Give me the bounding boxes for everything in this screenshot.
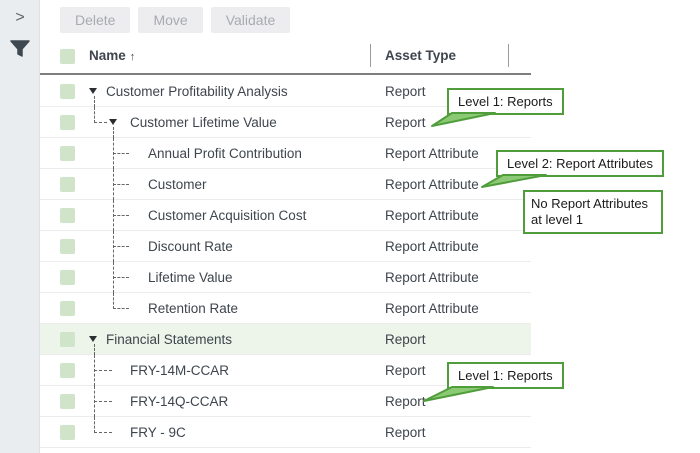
tree-line <box>113 246 129 247</box>
row-asset-type: Report Attribute <box>385 208 479 223</box>
collapse-caret-icon[interactable] <box>89 336 97 342</box>
column-resize-divider[interactable] <box>370 44 371 67</box>
row-checkbox[interactable] <box>60 270 75 285</box>
tree-line <box>94 370 112 371</box>
row-asset-type: Report Attribute <box>385 146 479 161</box>
callout-text: Level 1: Reports <box>458 368 553 383</box>
row-asset-type: Report <box>385 425 426 440</box>
tree-line <box>94 107 95 123</box>
column-resize-divider[interactable] <box>508 44 509 67</box>
collapse-caret-icon[interactable] <box>89 88 97 94</box>
row-asset-type: Report <box>385 84 426 99</box>
tree-line <box>113 153 129 154</box>
tree-line <box>94 96 95 107</box>
row-asset-type: Report <box>385 115 426 130</box>
row-checkbox[interactable] <box>60 208 75 223</box>
tree-line <box>94 401 112 402</box>
row-asset-type: Report Attribute <box>385 301 479 316</box>
row-checkbox[interactable] <box>60 115 75 130</box>
callout-pointer <box>431 112 496 127</box>
callout-level1-reports-bottom: Level 1: Reports <box>423 362 564 402</box>
row-name: Customer Acquisition Cost <box>148 208 307 223</box>
row-checkbox[interactable] <box>60 239 75 254</box>
sort-ascending-icon: ↑ <box>129 51 136 63</box>
row-name: Discount Rate <box>148 239 233 254</box>
tree-line <box>94 432 112 433</box>
tree-line <box>113 127 114 138</box>
tree-line <box>94 417 95 433</box>
table-row[interactable]: Lifetime Value Report Attribute <box>40 262 531 293</box>
filter-icon[interactable] <box>10 40 30 58</box>
row-checkbox[interactable] <box>60 332 75 347</box>
delete-button[interactable]: Delete <box>60 7 131 33</box>
tree-line <box>113 293 114 309</box>
table-row[interactable]: Customer Report Attribute <box>40 169 531 200</box>
row-name: Lifetime Value <box>148 270 233 285</box>
validate-button[interactable]: Validate <box>210 7 291 33</box>
row-name: Customer Lifetime Value <box>130 115 277 130</box>
row-checkbox[interactable] <box>60 425 75 440</box>
row-name: Customer <box>148 177 207 192</box>
row-name: Financial Statements <box>106 332 233 347</box>
row-checkbox[interactable] <box>60 394 75 409</box>
row-name: FRY - 9C <box>130 425 186 440</box>
tree-line <box>113 277 129 278</box>
row-name: FRY-14Q-CCAR <box>130 394 229 409</box>
row-checkbox[interactable] <box>60 301 75 316</box>
table-header: Name ↑ Asset Type <box>40 40 531 75</box>
row-checkbox[interactable] <box>60 146 75 161</box>
row-asset-type: Report Attribute <box>385 177 479 192</box>
row-name: Customer Profitability Analysis <box>106 84 288 99</box>
column-name-label: Name <box>89 48 126 63</box>
row-asset-type: Report Attribute <box>385 270 479 285</box>
callout-level2-report-attributes: Level 2: Report Attributes <box>481 150 664 188</box>
move-button[interactable]: Move <box>138 7 203 33</box>
callout-no-report-attributes: No Report Attributes at level 1 <box>523 190 663 234</box>
row-name: Retention Rate <box>148 301 239 316</box>
table-row[interactable]: Retention Rate Report Attribute <box>40 293 531 324</box>
row-checkbox[interactable] <box>60 84 75 99</box>
row-name: Annual Profit Contribution <box>148 146 302 161</box>
column-header-asset-type[interactable]: Asset Type <box>385 48 457 63</box>
row-asset-type: Report <box>385 332 426 347</box>
row-asset-type: Report <box>385 394 426 409</box>
tree-line <box>113 184 129 185</box>
callout-level1-reports-top: Level 1: Reports <box>431 88 564 127</box>
expand-panel-icon[interactable]: > <box>15 9 25 26</box>
tree-line <box>113 308 129 309</box>
collapse-caret-icon[interactable] <box>109 119 117 125</box>
table-row[interactable]: Customer Acquisition Cost Report Attribu… <box>40 200 531 231</box>
callout-pointer <box>423 386 494 402</box>
table-row[interactable]: FRY - 9C Report <box>40 417 531 448</box>
left-sidebar: > <box>0 0 40 453</box>
column-header-name[interactable]: Name ↑ <box>89 48 135 63</box>
callout-text: No Report Attributes at level 1 <box>531 196 649 227</box>
tree-line <box>113 215 129 216</box>
callout-pointer <box>481 174 547 188</box>
row-checkbox[interactable] <box>60 363 75 378</box>
row-asset-type: Report Attribute <box>385 239 479 254</box>
table-row[interactable]: Annual Profit Contribution Report Attrib… <box>40 138 531 169</box>
tree-line <box>94 344 95 355</box>
row-checkbox[interactable] <box>60 177 75 192</box>
toolbar: Delete Move Validate <box>60 7 291 33</box>
table-row[interactable]: Discount Rate Report Attribute <box>40 231 531 262</box>
tree-line <box>94 122 107 123</box>
row-name: FRY-14M-CCAR <box>130 363 230 378</box>
row-asset-type: Report <box>385 363 426 378</box>
callout-text: Level 1: Reports <box>458 94 553 109</box>
callout-text: Level 2: Report Attributes <box>507 156 653 171</box>
table-row-selected[interactable]: Financial Statements Report <box>40 324 531 355</box>
select-all-checkbox[interactable] <box>60 49 75 64</box>
